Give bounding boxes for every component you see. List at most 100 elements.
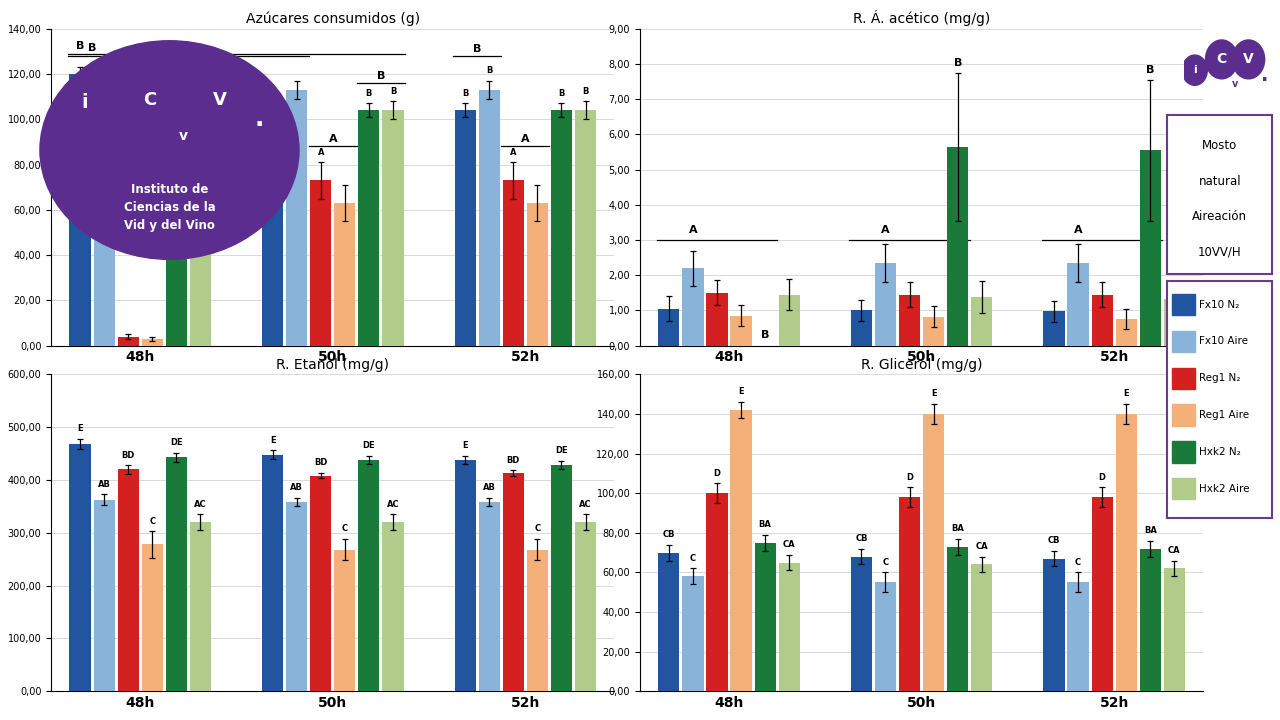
Text: .: .	[1261, 66, 1268, 85]
Bar	[118, 469, 138, 691]
Bar	[1116, 319, 1137, 346]
Text: B: B	[474, 44, 481, 54]
Bar	[899, 497, 920, 691]
Circle shape	[1206, 40, 1238, 78]
FancyBboxPatch shape	[1171, 367, 1194, 389]
Bar	[287, 90, 307, 346]
Text: Hxk2 Aire: Hxk2 Aire	[1199, 484, 1249, 494]
Bar	[658, 553, 680, 691]
Text: B: B	[762, 330, 769, 341]
Text: A: A	[329, 134, 337, 144]
Bar	[972, 297, 992, 346]
Bar	[731, 410, 751, 691]
Bar	[1068, 582, 1088, 691]
Text: AB: AB	[97, 480, 110, 489]
Text: AB: AB	[483, 483, 495, 492]
Text: CA: CA	[975, 542, 988, 551]
Circle shape	[40, 41, 300, 259]
Text: B: B	[582, 86, 589, 96]
Circle shape	[187, 72, 253, 129]
Text: CB: CB	[855, 534, 868, 543]
Bar	[93, 500, 115, 691]
Text: BA: BA	[759, 520, 772, 529]
Bar	[972, 564, 992, 691]
Text: E: E	[77, 424, 83, 433]
Bar	[707, 493, 727, 691]
Text: DE: DE	[362, 441, 375, 450]
Bar	[454, 110, 476, 346]
Bar	[142, 339, 163, 346]
Bar	[876, 263, 896, 346]
Bar	[923, 317, 945, 346]
Text: D: D	[713, 469, 721, 477]
Bar	[69, 74, 91, 346]
Bar	[287, 502, 307, 691]
Text: A: A	[1074, 225, 1083, 235]
Circle shape	[116, 72, 183, 129]
Bar	[1043, 559, 1065, 691]
Bar	[527, 203, 548, 346]
Bar	[454, 460, 476, 691]
Bar	[851, 557, 872, 691]
FancyBboxPatch shape	[1171, 294, 1194, 315]
Text: natural: natural	[1198, 176, 1242, 189]
Bar	[731, 315, 751, 346]
Bar	[1139, 549, 1161, 691]
Text: C: C	[143, 91, 156, 109]
Text: Fx10 N₂: Fx10 N₂	[1199, 300, 1239, 310]
Text: A: A	[881, 225, 890, 235]
FancyBboxPatch shape	[1171, 441, 1194, 462]
Bar	[383, 522, 403, 691]
Text: E: E	[931, 390, 937, 398]
Bar	[527, 549, 548, 691]
Text: .: .	[255, 107, 264, 131]
Text: E: E	[270, 436, 275, 445]
Text: i: i	[1193, 66, 1197, 75]
Bar	[1092, 294, 1112, 346]
Text: Reg1 Aire: Reg1 Aire	[1199, 410, 1249, 420]
Text: C: C	[534, 524, 540, 534]
Bar	[682, 268, 704, 346]
Text: B: B	[173, 98, 179, 107]
Text: BD: BD	[507, 456, 520, 465]
Bar	[310, 476, 332, 691]
Text: B: B	[376, 71, 385, 81]
Bar	[93, 74, 115, 346]
Bar	[947, 546, 968, 691]
Text: B: B	[76, 42, 84, 51]
Text: Aireación: Aireación	[1193, 210, 1247, 223]
Bar	[923, 414, 945, 691]
Bar	[166, 120, 187, 346]
Text: AC: AC	[580, 500, 591, 508]
Bar	[1164, 299, 1185, 346]
Text: AC: AC	[195, 500, 207, 508]
Text: C: C	[1216, 53, 1226, 66]
Bar	[1139, 150, 1161, 346]
Bar	[334, 203, 356, 346]
Text: B: B	[1146, 65, 1155, 75]
Bar	[575, 522, 596, 691]
Bar	[358, 460, 379, 691]
Text: CA: CA	[783, 540, 796, 549]
Text: C: C	[150, 516, 155, 526]
Bar	[383, 110, 403, 346]
Text: C: C	[342, 524, 348, 534]
Bar	[755, 543, 776, 691]
Text: V: V	[214, 91, 227, 109]
Bar	[262, 110, 283, 346]
Text: 10VV/H: 10VV/H	[1198, 245, 1242, 258]
Text: A: A	[689, 225, 698, 235]
Text: B: B	[88, 42, 96, 53]
Title: R. Á. acético (mg/g): R. Á. acético (mg/g)	[852, 10, 991, 26]
Text: C: C	[882, 558, 888, 567]
Text: B: B	[954, 58, 961, 68]
Bar	[503, 181, 524, 346]
Bar	[575, 110, 596, 346]
Text: DE: DE	[556, 446, 568, 455]
Text: V: V	[1243, 53, 1254, 66]
Text: Instituto de
Ciencias de la
Vid y del Vino: Instituto de Ciencias de la Vid y del Vi…	[124, 183, 215, 232]
Text: CA: CA	[1169, 546, 1180, 555]
Text: BD: BD	[314, 459, 328, 467]
Text: CB: CB	[663, 530, 675, 539]
Text: DE: DE	[170, 438, 183, 447]
